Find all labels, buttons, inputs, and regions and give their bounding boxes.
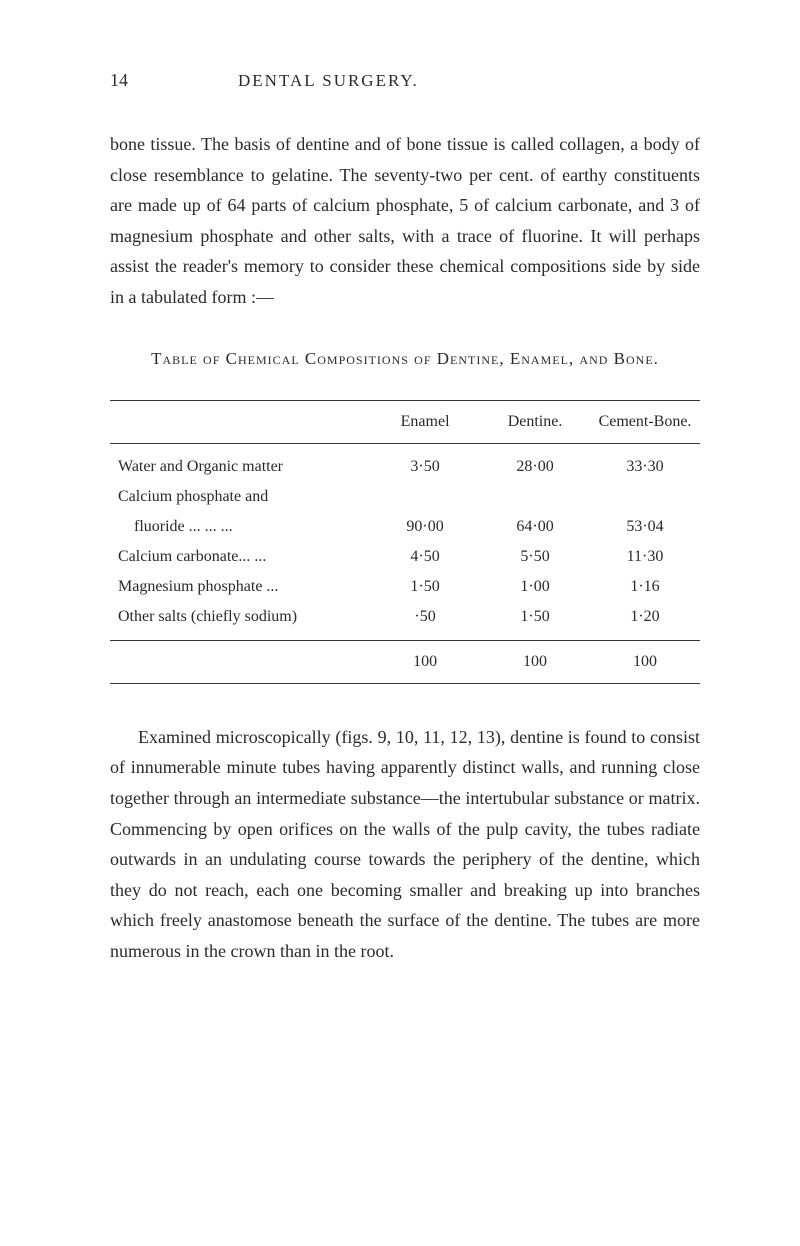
row-cement — [590, 482, 700, 512]
table-row: Calcium carbonate... ... 4·50 5·50 11·30 — [110, 542, 700, 572]
row-cement: 33·30 — [590, 443, 700, 482]
table-row: Water and Organic matter 3·50 28·00 33·3… — [110, 443, 700, 482]
row-cement: 53·04 — [590, 512, 700, 542]
row-dentine: 5·50 — [480, 542, 590, 572]
table-header-blank — [110, 400, 370, 443]
row-cement: 1·16 — [590, 572, 700, 602]
row-label: Magnesium phosphate ... — [110, 572, 370, 602]
running-title: DENTAL SURGERY. — [238, 71, 419, 91]
table-row: Calcium phosphate and — [110, 482, 700, 512]
row-dentine: 1·50 — [480, 602, 590, 641]
table-header-row: Enamel Dentine. Cement-Bone. — [110, 400, 700, 443]
row-enamel — [370, 482, 480, 512]
row-cement: 1·20 — [590, 602, 700, 641]
row-enamel: 3·50 — [370, 443, 480, 482]
row-cement: 11·30 — [590, 542, 700, 572]
body-paragraph-2: Examined microscopically (figs. 9, 10, 1… — [110, 722, 700, 967]
body-paragraph-1: bone tissue. The basis of dentine and of… — [110, 129, 700, 313]
row-label: Calcium carbonate... ... — [110, 542, 370, 572]
total-dentine: 100 — [480, 640, 590, 683]
table-body: Water and Organic matter 3·50 28·00 33·3… — [110, 443, 700, 640]
row-label: Calcium phosphate and — [110, 482, 370, 512]
page-number: 14 — [110, 70, 128, 91]
table-header-enamel: Enamel — [370, 400, 480, 443]
page-header: 14 DENTAL SURGERY. — [110, 70, 700, 91]
row-enamel: 90·00 — [370, 512, 480, 542]
row-label: fluoride ... ... ... — [110, 512, 370, 542]
row-enamel: ·50 — [370, 602, 480, 641]
total-cement: 100 — [590, 640, 700, 683]
row-dentine: 1·00 — [480, 572, 590, 602]
row-enamel: 1·50 — [370, 572, 480, 602]
table-header-cement: Cement-Bone. — [590, 400, 700, 443]
row-dentine — [480, 482, 590, 512]
row-enamel: 4·50 — [370, 542, 480, 572]
table-total-row: 100 100 100 — [110, 640, 700, 683]
table-row: Magnesium phosphate ... 1·50 1·00 1·16 — [110, 572, 700, 602]
table-title: Table of Chemical Compositions of Dentin… — [110, 345, 700, 372]
composition-table: Enamel Dentine. Cement-Bone. Water and O… — [110, 400, 700, 684]
row-label: Water and Organic matter — [110, 443, 370, 482]
total-blank — [110, 640, 370, 683]
row-dentine: 28·00 — [480, 443, 590, 482]
table-header-dentine: Dentine. — [480, 400, 590, 443]
table-row: fluoride ... ... ... 90·00 64·00 53·04 — [110, 512, 700, 542]
total-enamel: 100 — [370, 640, 480, 683]
table-row: Other salts (chiefly sodium) ·50 1·50 1·… — [110, 602, 700, 641]
row-dentine: 64·00 — [480, 512, 590, 542]
row-label: Other salts (chiefly sodium) — [110, 602, 370, 641]
